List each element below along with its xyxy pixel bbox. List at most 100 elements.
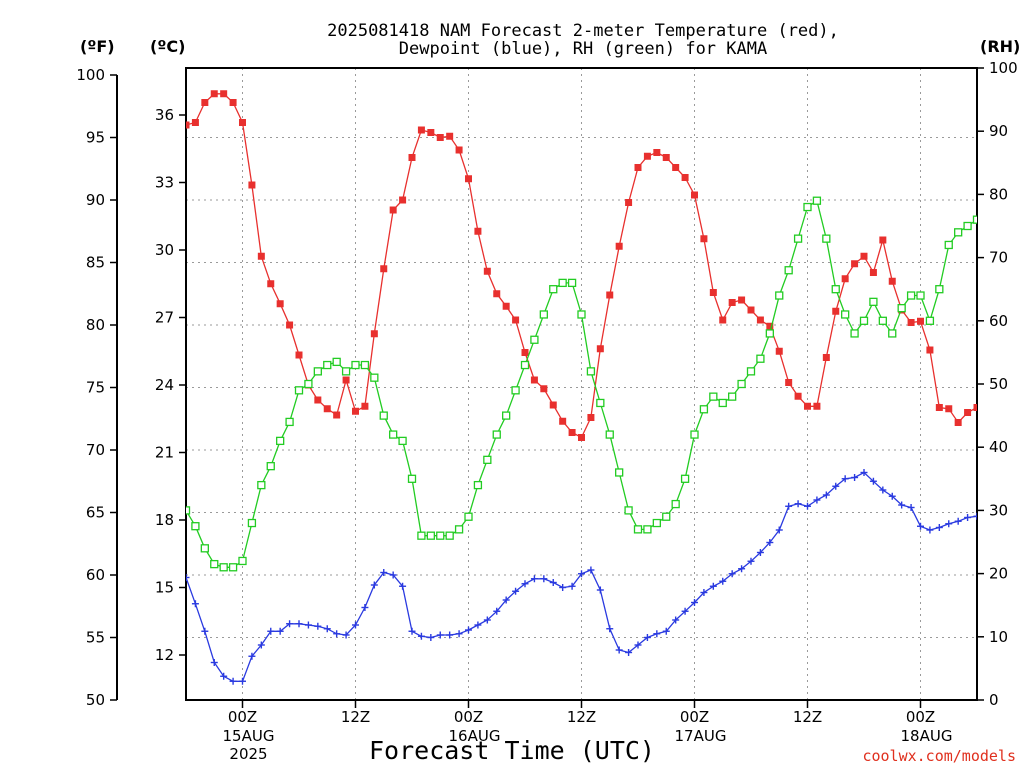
dewpoint-point: [606, 625, 614, 633]
dewpoint-point: [512, 587, 520, 595]
fahrenheit-tick-label: 100: [76, 66, 105, 84]
rh-point: [454, 525, 464, 534]
credit-link[interactable]: coolwx.com/models: [862, 747, 1016, 765]
dewpoint-point: [681, 607, 689, 615]
rh-point: [746, 367, 756, 376]
dewpoint-point: [361, 604, 369, 611]
rh-point: [502, 411, 511, 420]
rh-point: [718, 398, 727, 408]
dewpoint-point: [625, 649, 633, 656]
rh-point: [633, 525, 643, 534]
fahrenheit-tick-label: 60: [86, 566, 105, 584]
unit-label-celsius: (ºC): [150, 37, 185, 56]
dewpoint-point: [954, 517, 962, 525]
temperature-point: [804, 402, 811, 410]
rh-point: [558, 278, 567, 288]
dewpoint-point: [304, 621, 312, 629]
rh-point: [323, 360, 332, 370]
chart-title-line1: 2025081418 NAM Forecast 2-meter Temperat…: [327, 21, 839, 41]
rh-point: [492, 430, 501, 439]
rh-point: [351, 360, 360, 370]
temperature-point: [191, 119, 199, 126]
temperature-point: [643, 152, 651, 160]
rh-point: [888, 329, 897, 338]
rh-point: [699, 405, 709, 414]
rh-point: [228, 563, 238, 572]
temperature-point: [549, 401, 557, 409]
rh-point: [841, 310, 850, 319]
temperature-point: [370, 330, 378, 338]
dewpoint-point: [455, 630, 463, 638]
dewpoint-point: [380, 569, 388, 576]
rh-point: [473, 480, 483, 490]
rh-point: [360, 360, 370, 370]
dewpoint-point: [568, 582, 576, 590]
dewpoint-point: [973, 512, 977, 520]
celsius-tick-label: 27: [155, 309, 174, 327]
dewpoint-point: [210, 659, 218, 666]
temperature-point: [926, 346, 934, 354]
dewpoint-point: [851, 474, 859, 481]
temperature-point: [220, 90, 228, 98]
rh-point: [662, 512, 671, 521]
dewpoint-point: [229, 677, 237, 685]
rh-point: [935, 285, 944, 294]
dewpoint-point: [201, 627, 209, 635]
dewpoint-point: [804, 502, 811, 510]
temperature-point: [436, 134, 444, 141]
rh-point: [869, 297, 878, 306]
dewpoint-point: [408, 627, 416, 635]
dewpoint-point: [342, 631, 350, 639]
rh-point: [257, 480, 266, 490]
rh-tick-label: 80: [989, 185, 1008, 203]
temperature-point: [681, 174, 689, 181]
temperature-point: [615, 242, 623, 250]
temperature-point: [474, 227, 482, 235]
dewpoint-point: [794, 500, 802, 508]
temperature-point: [408, 154, 416, 161]
dewpoint-point: [709, 582, 717, 590]
temperature-point: [954, 419, 962, 426]
x-axis-label: Forecast Time (UTC): [369, 736, 655, 765]
rh-point: [756, 354, 765, 363]
dewpoint-point: [417, 632, 425, 640]
rh-point: [304, 379, 313, 389]
temperature-point: [239, 119, 246, 126]
x-tick-date-label: 2025: [229, 745, 267, 763]
rh-tick-label: 50: [989, 375, 1008, 393]
temperature-point: [907, 319, 915, 326]
temperature-point: [417, 126, 425, 134]
rh-point: [652, 518, 661, 528]
temperature-point: [738, 296, 746, 304]
x-tick-label: 00Z: [454, 708, 483, 726]
rh-point: [313, 367, 322, 376]
rh-point: [464, 512, 473, 521]
dewpoint-point: [869, 477, 877, 485]
rh-point: [520, 360, 530, 370]
temperature-point: [945, 405, 953, 413]
temperature-point: [540, 385, 548, 393]
x-tick-label: 00Z: [680, 708, 709, 726]
dewpoint-point: [662, 627, 670, 635]
temperature-point: [201, 99, 209, 106]
fahrenheit-tick-label: 85: [86, 254, 105, 272]
temperature-point: [813, 402, 821, 410]
dewpoint-point: [700, 589, 708, 596]
dewpoint-point: [766, 539, 774, 546]
temperature-point: [851, 260, 859, 268]
temperature-point: [672, 164, 680, 171]
rh-tick-label: 0: [989, 691, 999, 709]
rh-point: [671, 499, 680, 509]
dewpoint-point: [888, 492, 896, 500]
temperature-point: [380, 265, 388, 273]
rh-point: [407, 474, 417, 483]
tick-labels: 5055606570758085909510012151821242730333…: [76, 59, 1017, 763]
dewpoint-point: [474, 621, 482, 629]
temperature-point: [879, 236, 887, 244]
rh-point: [850, 329, 859, 338]
axes: [110, 67, 984, 708]
rh-point: [803, 202, 812, 212]
celsius-tick-label: 33: [155, 174, 174, 192]
temperature-point: [314, 396, 322, 404]
